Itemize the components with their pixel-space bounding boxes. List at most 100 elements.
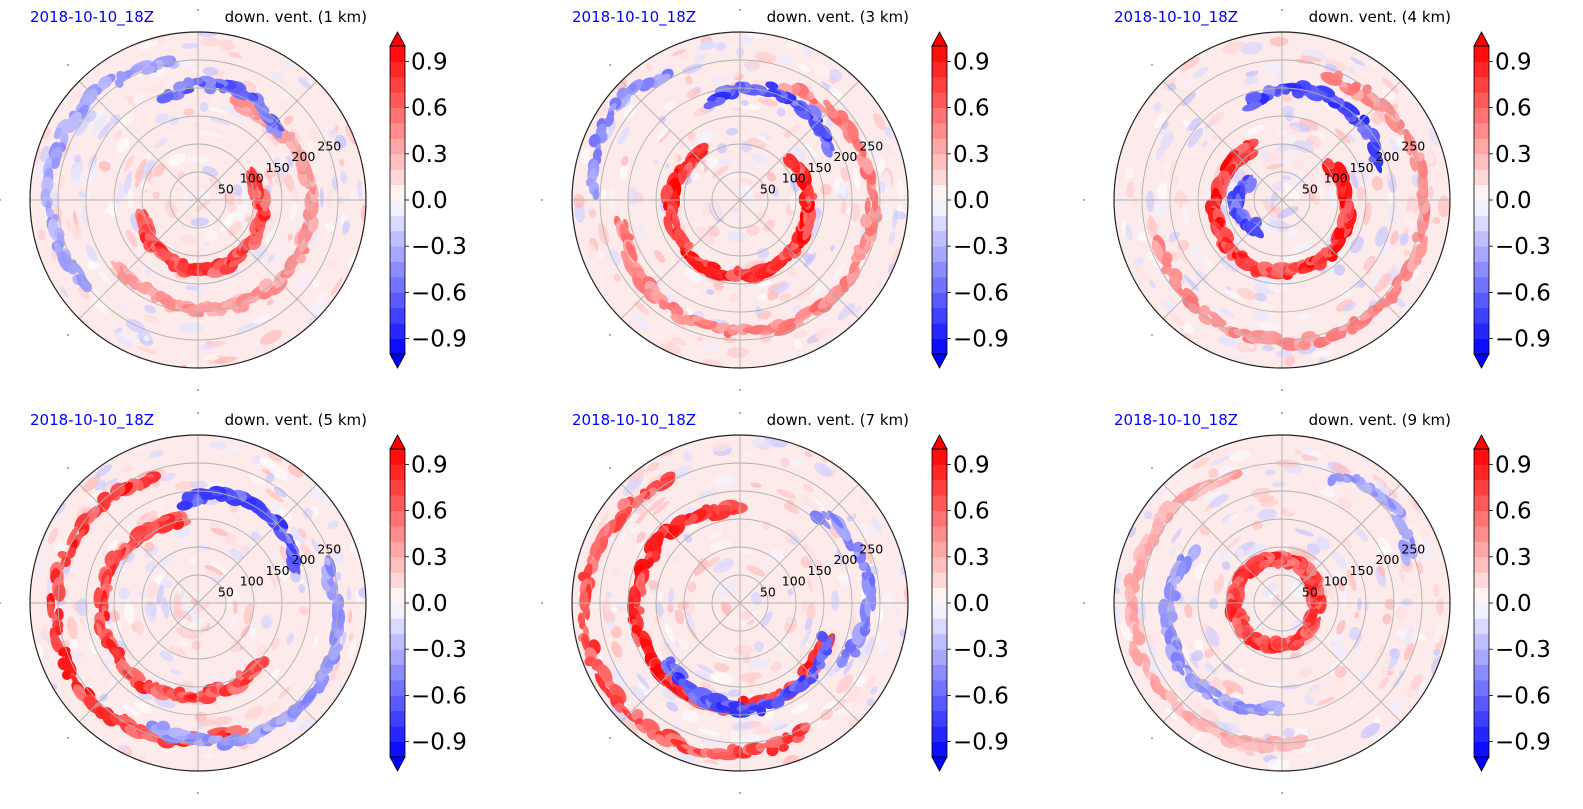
colorbar-band <box>390 541 405 558</box>
grid-spoke <box>78 602 199 723</box>
field-cell <box>1152 517 1161 529</box>
field-speckle <box>334 134 347 149</box>
field-speckle <box>664 100 676 111</box>
radial-tick-label: 150 <box>266 160 290 175</box>
field-speckle <box>264 129 279 147</box>
field-speckle <box>295 539 301 546</box>
field-speckle <box>154 138 168 148</box>
field-cell <box>324 557 331 566</box>
field-speckle <box>829 87 845 102</box>
field-speckle <box>1311 349 1334 359</box>
field-cell <box>1404 142 1413 157</box>
field-speckle <box>1388 489 1398 499</box>
field-speckle <box>1274 73 1288 85</box>
colorbar-band <box>1474 292 1489 309</box>
panel-title: down. vent. (3 km) <box>767 8 909 26</box>
colorbar-tick-label: 0.0 <box>411 188 448 214</box>
field-speckle <box>327 520 339 530</box>
colorbar-band <box>390 153 405 170</box>
field-speckle <box>830 590 840 612</box>
field-speckle <box>877 638 888 653</box>
field-cell <box>782 156 794 169</box>
field-speckle <box>1403 642 1415 661</box>
field-speckle <box>77 286 90 300</box>
panel-4: 2018-10-10_18Z down. vent. (5 km) 50 100150… <box>0 411 467 794</box>
panel-date-label: 2018-10-10_18Z <box>1114 8 1238 27</box>
field-speckle <box>1257 508 1277 521</box>
field-speckle <box>657 125 670 140</box>
colorbar-band <box>1474 246 1489 262</box>
field-speckle <box>1160 131 1174 150</box>
field-cell <box>1199 305 1211 316</box>
field-speckle <box>260 615 273 629</box>
field-speckle <box>282 90 290 99</box>
field-speckle <box>235 204 248 221</box>
radial-tick-label: 200 <box>292 149 316 164</box>
radial-tick-label: 50 <box>218 584 234 599</box>
field-speckle <box>1374 273 1391 293</box>
colorbar-band <box>390 184 405 201</box>
field-cell <box>686 750 707 758</box>
field-speckle <box>1282 93 1293 104</box>
field-speckle <box>134 701 152 714</box>
colorbar-band <box>1474 664 1489 681</box>
field-speckle <box>1167 83 1176 92</box>
grid-spoke <box>197 80 318 201</box>
field-speckle <box>194 543 211 552</box>
field-speckle <box>1378 536 1393 558</box>
colorbar-band <box>932 741 947 758</box>
field-speckle <box>695 670 711 682</box>
field-speckle <box>235 322 258 334</box>
radial-tick-label: 50 <box>218 181 234 196</box>
field-speckle <box>667 152 679 166</box>
field-speckle <box>758 281 772 288</box>
field-cell <box>861 571 869 581</box>
colorbar-band <box>932 307 947 324</box>
colorbar-band <box>1474 338 1489 355</box>
field-speckle <box>1244 543 1266 557</box>
field-speckle <box>807 577 813 592</box>
colorbar-tick-label: 0.3 <box>953 142 990 168</box>
field-speckle <box>836 549 845 565</box>
field-speckle <box>597 252 605 261</box>
field-speckle <box>122 94 130 101</box>
field-cell <box>706 95 717 102</box>
field-cell <box>1398 539 1411 556</box>
field-speckle <box>265 224 278 246</box>
field-speckle <box>1321 118 1336 130</box>
field-speckle <box>140 159 155 179</box>
field-cell <box>778 743 789 752</box>
colorbar-band <box>932 338 947 355</box>
field-speckle <box>886 142 892 156</box>
field-speckle <box>201 165 219 177</box>
field-speckle <box>60 286 69 298</box>
field-speckle <box>778 55 794 65</box>
field-cell <box>1175 575 1182 584</box>
radial-tick-label: 50 <box>1302 181 1318 196</box>
field-speckle <box>1354 527 1368 542</box>
field-speckle <box>706 289 714 295</box>
field-speckle <box>647 461 660 472</box>
outer-tick-dot <box>1151 64 1153 66</box>
field-speckle <box>1389 231 1399 246</box>
field-speckle <box>1383 697 1394 707</box>
field-speckle <box>176 626 198 640</box>
radial-tick-label: 100 <box>1324 574 1348 589</box>
field-speckle <box>1337 578 1345 592</box>
colorbar-band <box>932 169 947 185</box>
field-speckle <box>234 339 244 347</box>
field-speckle <box>584 242 597 260</box>
colorbar-band <box>932 246 947 262</box>
field-speckle <box>1206 548 1218 563</box>
outer-tick-dot <box>1281 389 1283 391</box>
field-cell <box>864 240 872 255</box>
field-speckle <box>192 121 202 128</box>
field-speckle <box>761 611 773 628</box>
field-speckle <box>1233 168 1245 184</box>
field-cell <box>1239 328 1253 335</box>
field-speckle <box>278 686 291 699</box>
field-cell <box>604 114 615 128</box>
colorbar-band <box>1474 61 1489 78</box>
field-speckle <box>671 336 687 346</box>
field-speckle <box>285 174 295 192</box>
